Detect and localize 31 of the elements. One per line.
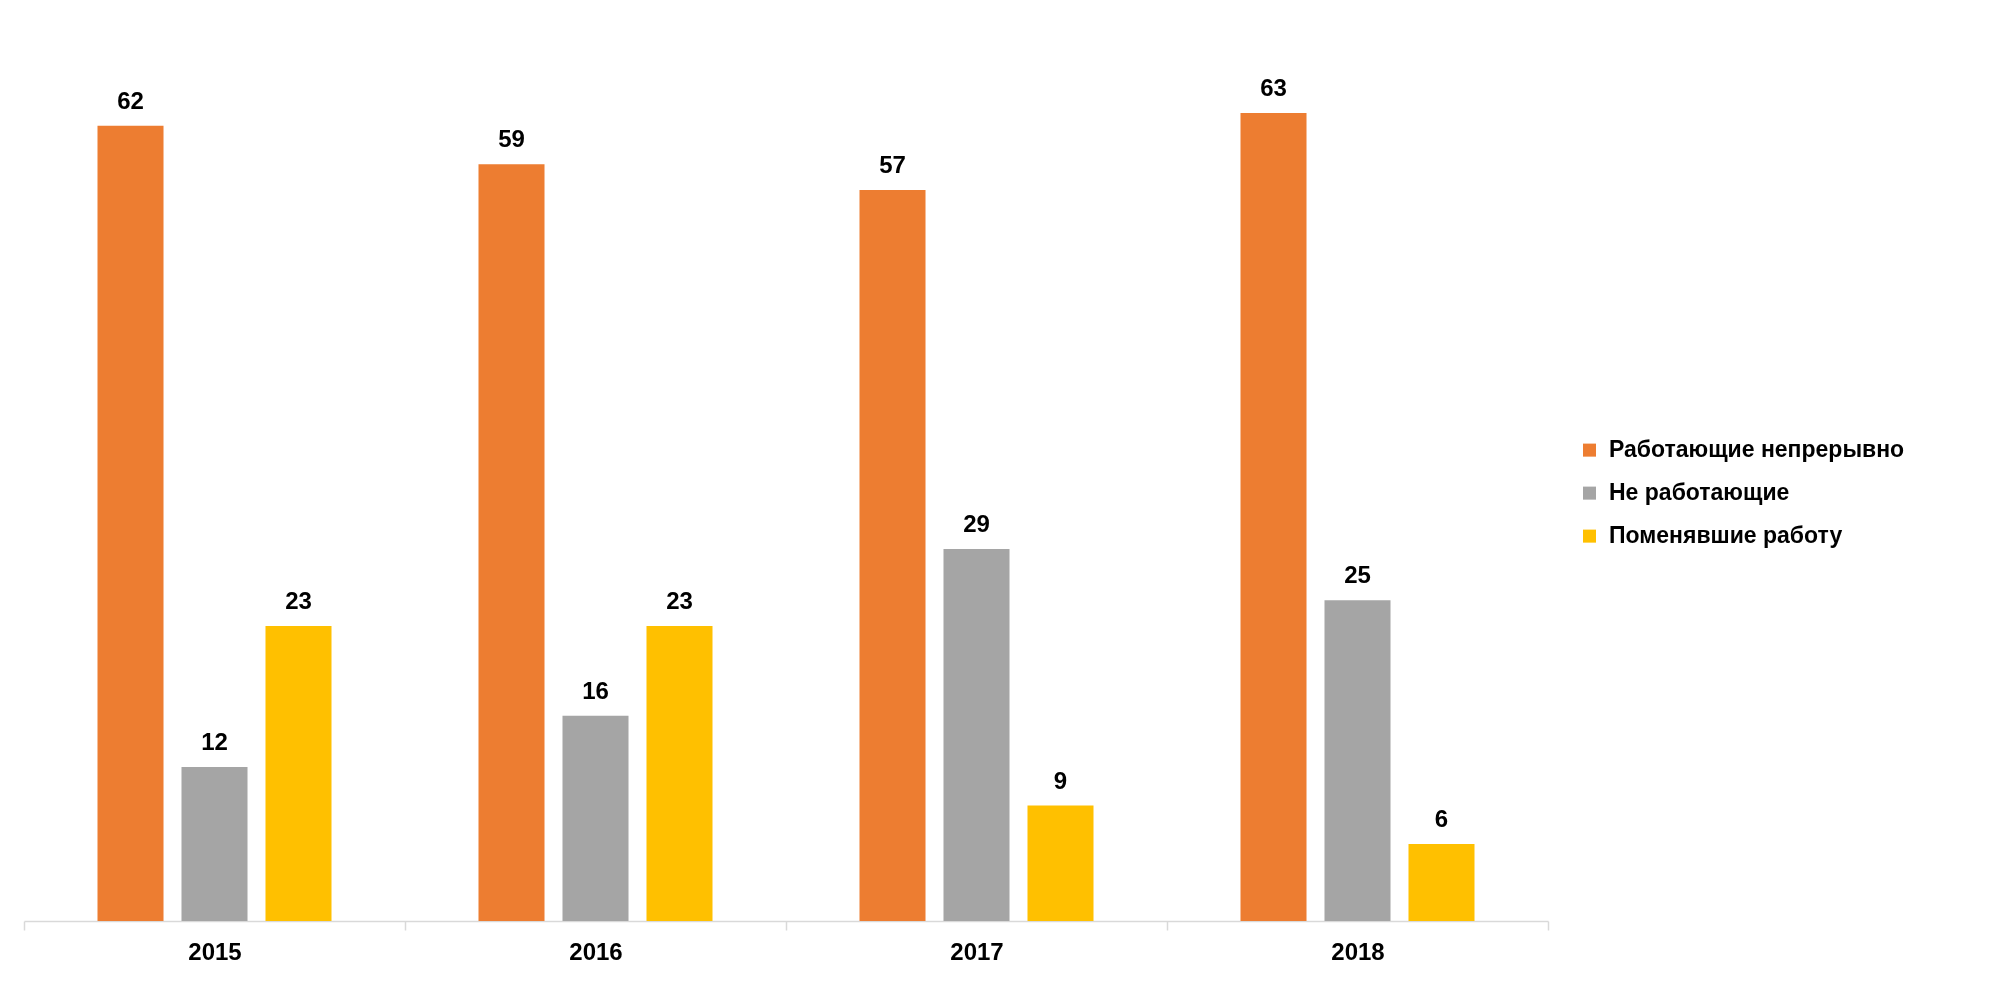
data-label: 9 (1053, 766, 1068, 794)
data-label: 12 (201, 728, 228, 756)
x-tick-label: 2015 (188, 937, 242, 965)
legend-label: Поменявшие работу (1609, 522, 1843, 549)
x-tick-label: 2016 (569, 937, 623, 965)
data-label: 23 (666, 587, 693, 615)
data-label: 16 (582, 676, 609, 704)
x-tick-label: 2018 (1331, 937, 1385, 965)
bar (646, 626, 713, 921)
data-label: 23 (285, 587, 312, 615)
bar (562, 715, 629, 921)
bar (1324, 600, 1391, 921)
bar (1240, 113, 1307, 921)
data-label: 59 (498, 125, 525, 153)
data-label: 6 (1434, 805, 1449, 833)
x-tick-label: 2017 (950, 937, 1004, 965)
legend-label: Не работающие (1609, 479, 1790, 506)
bar (97, 125, 164, 921)
data-label: 62 (117, 86, 144, 114)
data-label: 57 (879, 150, 906, 178)
bar (181, 767, 248, 921)
bar (943, 549, 1010, 921)
data-label: 25 (1344, 561, 1371, 589)
bar (1408, 844, 1475, 921)
bar (1027, 805, 1094, 921)
bar (265, 626, 332, 921)
data-label: 29 (963, 510, 990, 538)
bar (478, 164, 545, 921)
legend-label: Работающие непрерывно (1609, 436, 1905, 463)
data-label: 63 (1260, 74, 1287, 101)
bar (859, 189, 926, 921)
